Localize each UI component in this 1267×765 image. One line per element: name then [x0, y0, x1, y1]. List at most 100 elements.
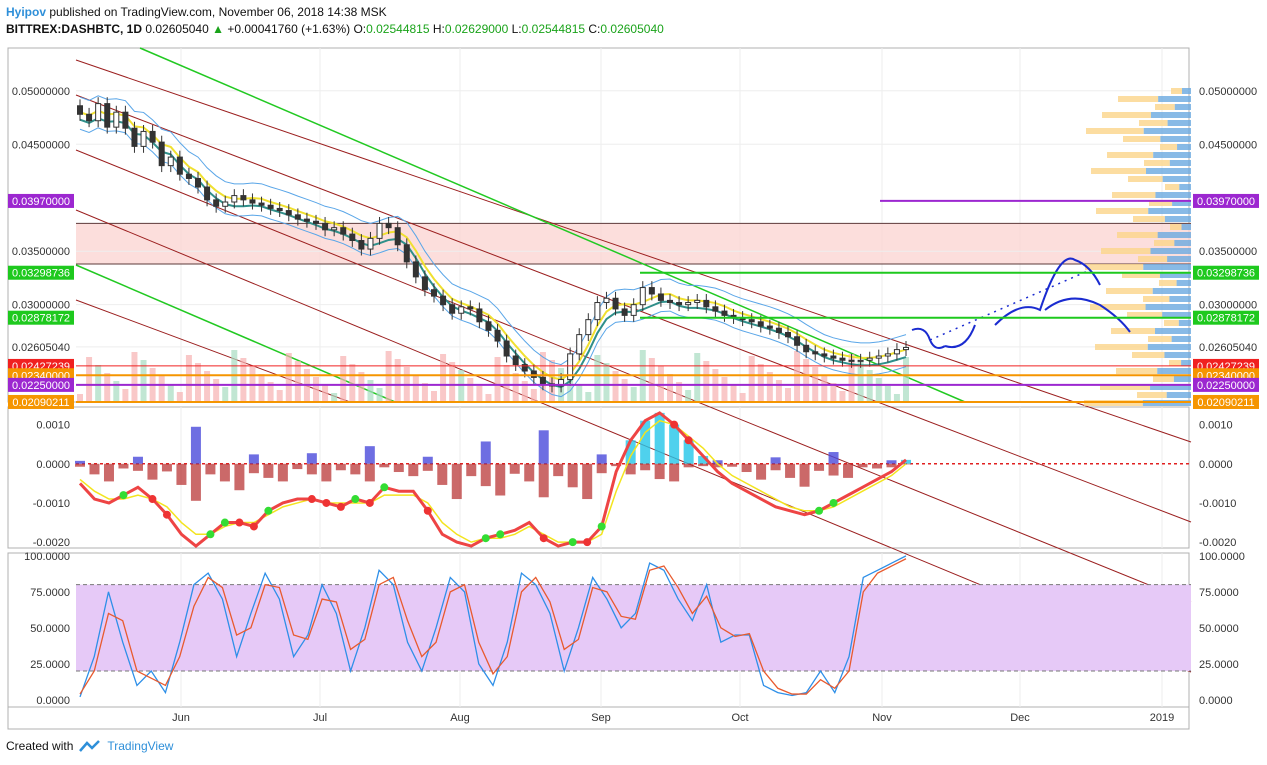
price-level-tag-right-text: 0.02090211 [1197, 397, 1254, 409]
volume-profile-bar [1167, 256, 1191, 262]
candle-body [848, 359, 855, 362]
candle-body [385, 222, 392, 229]
volume-profile-bar [1096, 208, 1149, 214]
histogram-bar [495, 463, 506, 496]
histogram-bar [248, 463, 259, 474]
volume-bar [903, 357, 909, 402]
crossover-dot [148, 495, 157, 504]
low-label: L: [511, 22, 522, 36]
volume-bar [258, 374, 265, 402]
symbol-name[interactable]: BITTREX:DASHBTC, 1D [6, 22, 143, 36]
volume-bar [821, 375, 828, 402]
volume-bar [567, 376, 574, 402]
candle-body [893, 349, 900, 355]
volume-bar [449, 362, 456, 402]
crossover-dot [380, 483, 389, 492]
close-label: C: [588, 22, 601, 36]
histogram-bar [698, 463, 709, 467]
volume-bar [630, 387, 637, 402]
histogram-bar [843, 463, 854, 478]
volume-profile-bar [1179, 184, 1191, 190]
y-tick-label: 0.04500000 [1199, 139, 1257, 151]
crossover-dot [351, 495, 360, 504]
volume-profile-bar [1145, 304, 1191, 310]
volume-profile-bar [1150, 112, 1191, 118]
candle-body [558, 379, 565, 387]
histogram-bar [640, 420, 651, 464]
histogram-bar [683, 440, 694, 464]
candle-body [485, 321, 492, 331]
histogram-bar [75, 460, 85, 464]
candle-body [331, 227, 338, 231]
candle-body [140, 130, 147, 147]
histogram-bar [75, 463, 85, 467]
tradingview-brand[interactable]: TradingView [107, 739, 174, 753]
projection-arrow [994, 257, 1101, 326]
histogram-bar [727, 463, 738, 467]
x-tick-label: Aug [450, 712, 470, 724]
stochastic-pane: 100.0000 100.0000 75.0000 75.0000 50.0000 50.… [24, 551, 1245, 707]
projection-arrow [944, 324, 976, 348]
price-level-tag-right [1193, 310, 1259, 325]
histogram-bar [422, 456, 433, 464]
volume-profile-bar [1101, 248, 1151, 254]
volume-profile-bar [1172, 200, 1191, 206]
volume-profile-bar [1122, 272, 1160, 278]
histogram-bar [466, 463, 477, 477]
y-tick-label: 100.0000 [1199, 551, 1245, 563]
crossover-dot [496, 530, 505, 539]
volume-bar [594, 355, 601, 402]
volume-bar [884, 386, 891, 402]
volume-profile-bar [1085, 264, 1144, 270]
candle-body [794, 336, 801, 346]
stochastic-band [76, 584, 1191, 672]
volume-bar [167, 384, 174, 402]
histogram-bar [379, 463, 390, 468]
candle-body [367, 237, 374, 250]
price-level-tag-left-text: 0.03970000 [12, 196, 70, 208]
histogram-bar [872, 463, 883, 469]
candle-body [494, 329, 501, 342]
volume-profile-bar [1159, 272, 1191, 278]
price-level-tag-right [1193, 377, 1259, 392]
histogram-bar [103, 463, 114, 482]
volume-bar [521, 381, 528, 402]
volume-bar [667, 374, 673, 402]
y-tick-label-left: 0.03000000 [12, 300, 70, 312]
price-level-tag-left [8, 394, 74, 409]
volume-profile-bar [1171, 336, 1191, 342]
volume-profile-bar [1152, 288, 1191, 294]
y-tick-label-left: 0.05000000 [12, 86, 70, 98]
y-tick-label-left: 0.0000 [36, 695, 70, 707]
price-level-tag-left-text: 0.02090211 [12, 397, 69, 409]
histogram-bar [901, 459, 911, 464]
crossover-dot [670, 420, 679, 429]
volume-bar [358, 372, 365, 402]
histogram-bar [509, 463, 520, 474]
volume-bar [421, 383, 428, 402]
stochastic-d-line [79, 558, 907, 695]
volume-bar [213, 379, 220, 402]
volume-bar [803, 359, 810, 402]
volume-bar [104, 373, 111, 402]
histogram-bar [480, 441, 491, 464]
histogram-bar [292, 463, 303, 470]
author-name[interactable]: Hyipov [6, 5, 47, 19]
candle-body [521, 364, 528, 372]
crossover-dot [336, 502, 345, 511]
volume-bar [158, 376, 165, 402]
candle-body [857, 359, 864, 362]
volume-profile-bar [1176, 280, 1191, 286]
crossover-dot [568, 538, 577, 547]
histogram-bar [437, 463, 448, 485]
crossover-dot [829, 498, 838, 507]
volume-bar [893, 394, 900, 402]
candle-body [630, 304, 637, 316]
volume-profile-bar [1107, 152, 1154, 158]
volume-bar [503, 365, 510, 402]
candle-body [303, 218, 310, 222]
crossover-dot [220, 518, 229, 527]
volume-profile-bar [1084, 400, 1143, 406]
histogram-bar [741, 463, 752, 473]
